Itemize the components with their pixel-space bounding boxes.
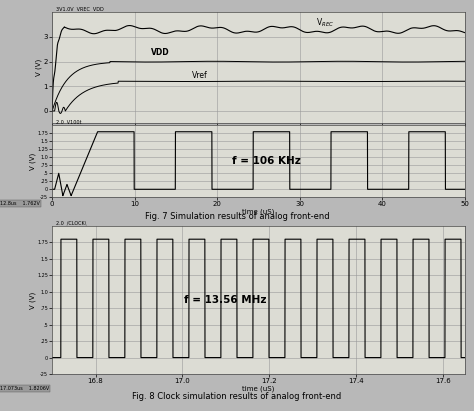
Text: 12.8us    1.762V: 12.8us 1.762V (0, 201, 40, 206)
Text: f = 106 KHz: f = 106 KHz (232, 156, 301, 166)
Y-axis label: V (V): V (V) (36, 59, 42, 76)
Text: V$_{REC}$: V$_{REC}$ (316, 17, 334, 30)
Text: 3V1.0V  VREC  VDD: 3V1.0V VREC VDD (56, 7, 104, 12)
Text: VDD: VDD (151, 48, 170, 58)
Text: 17.073us    1.8206V: 17.073us 1.8206V (0, 386, 49, 391)
X-axis label: time (uS): time (uS) (242, 209, 274, 215)
Y-axis label: V (V): V (V) (29, 291, 36, 309)
Text: f = 13.56 MHz: f = 13.56 MHz (184, 295, 266, 305)
Text: 2.0  V100t: 2.0 V100t (56, 120, 82, 125)
X-axis label: time (uS): time (uS) (242, 386, 274, 392)
Text: Fig. 8 Clock simulation results of analog front-end: Fig. 8 Clock simulation results of analo… (132, 392, 342, 401)
Text: Fig. 7 Simulation results of analog front-end: Fig. 7 Simulation results of analog fron… (145, 212, 329, 221)
Text: Vref: Vref (192, 71, 208, 80)
Text: 2.0  /CLOCK\: 2.0 /CLOCK\ (56, 220, 87, 225)
Y-axis label: V (V): V (V) (29, 153, 36, 170)
